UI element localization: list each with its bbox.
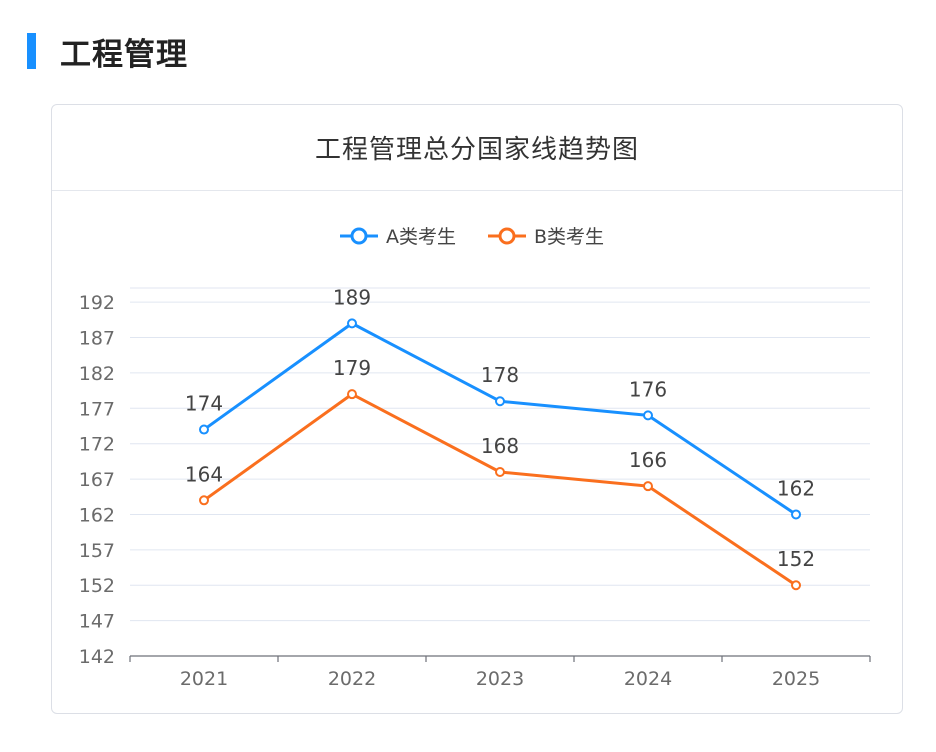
y-tick-label: 152	[79, 575, 115, 597]
data-point[interactable]	[643, 481, 653, 492]
chart-title: 工程管理总分国家线趋势图	[314, 135, 639, 165]
data-label: 176	[629, 377, 667, 401]
chart-card-header: 工程管理总分国家线趋势图	[52, 105, 902, 191]
data-label: 164	[185, 462, 223, 486]
chart-card: 工程管理总分国家线趋势图 142 147 152 157 162 167 172 177 182…	[51, 104, 903, 714]
series-line-a	[203, 321, 797, 516]
legend: A类考生 B类考生	[340, 226, 604, 248]
legend-item-b[interactable]: B类考生	[488, 226, 604, 248]
data-point[interactable]	[791, 580, 801, 591]
data-label: 162	[777, 476, 815, 500]
data-label: 174	[185, 392, 223, 416]
x-tick-label: 2024	[624, 668, 672, 690]
axes: 142 147 152 157 162 167 172 177 182 187 192 2021 202…	[79, 292, 871, 690]
x-tick-label: 2023	[476, 668, 524, 690]
y-tick-label: 182	[79, 363, 115, 385]
data-point[interactable]	[643, 410, 653, 421]
series-line-b	[203, 392, 797, 587]
y-tick-label: 177	[79, 398, 115, 420]
section-accent-bar	[27, 33, 36, 69]
legend-item-a[interactable]: A类考生	[340, 226, 456, 248]
data-point[interactable]	[495, 396, 505, 407]
y-tick-label: 147	[79, 611, 115, 633]
x-tick-label: 2025	[772, 668, 820, 690]
data-point[interactable]	[199, 495, 209, 506]
y-tick-label: 192	[79, 292, 115, 314]
data-point[interactable]	[347, 318, 357, 329]
grid-lines	[130, 287, 870, 622]
legend-label: B类考生	[534, 226, 604, 248]
y-tick-label: 167	[79, 469, 115, 491]
y-tick-label: 142	[79, 646, 115, 668]
line-chart: 142 147 152 157 162 167 172 177 182 187 192 2021 202…	[79, 226, 871, 690]
data-point[interactable]	[347, 389, 357, 400]
data-point[interactable]	[791, 509, 801, 520]
legend-marker	[498, 227, 516, 245]
y-tick-label: 157	[79, 540, 115, 562]
data-label: 178	[481, 363, 519, 387]
section-title: 工程管理	[60, 36, 188, 73]
y-tick-label: 187	[79, 328, 115, 350]
data-label: 168	[481, 434, 519, 458]
data-point[interactable]	[495, 467, 505, 477]
data-label: 179	[333, 356, 371, 380]
series: 174 189 178 176 162 164 179 168 166 152	[185, 285, 815, 591]
y-tick-label: 162	[79, 504, 115, 526]
data-point[interactable]	[199, 424, 209, 435]
x-tick-label: 2022	[328, 668, 376, 690]
legend-label: A类考生	[386, 226, 456, 248]
section-header: 工程管理	[27, 32, 188, 73]
x-tick-label: 2021	[180, 668, 228, 690]
legend-marker	[350, 227, 368, 245]
y-tick-label: 172	[79, 434, 115, 456]
data-label: 166	[629, 448, 667, 472]
data-label: 152	[777, 547, 815, 571]
data-label: 189	[333, 285, 371, 309]
